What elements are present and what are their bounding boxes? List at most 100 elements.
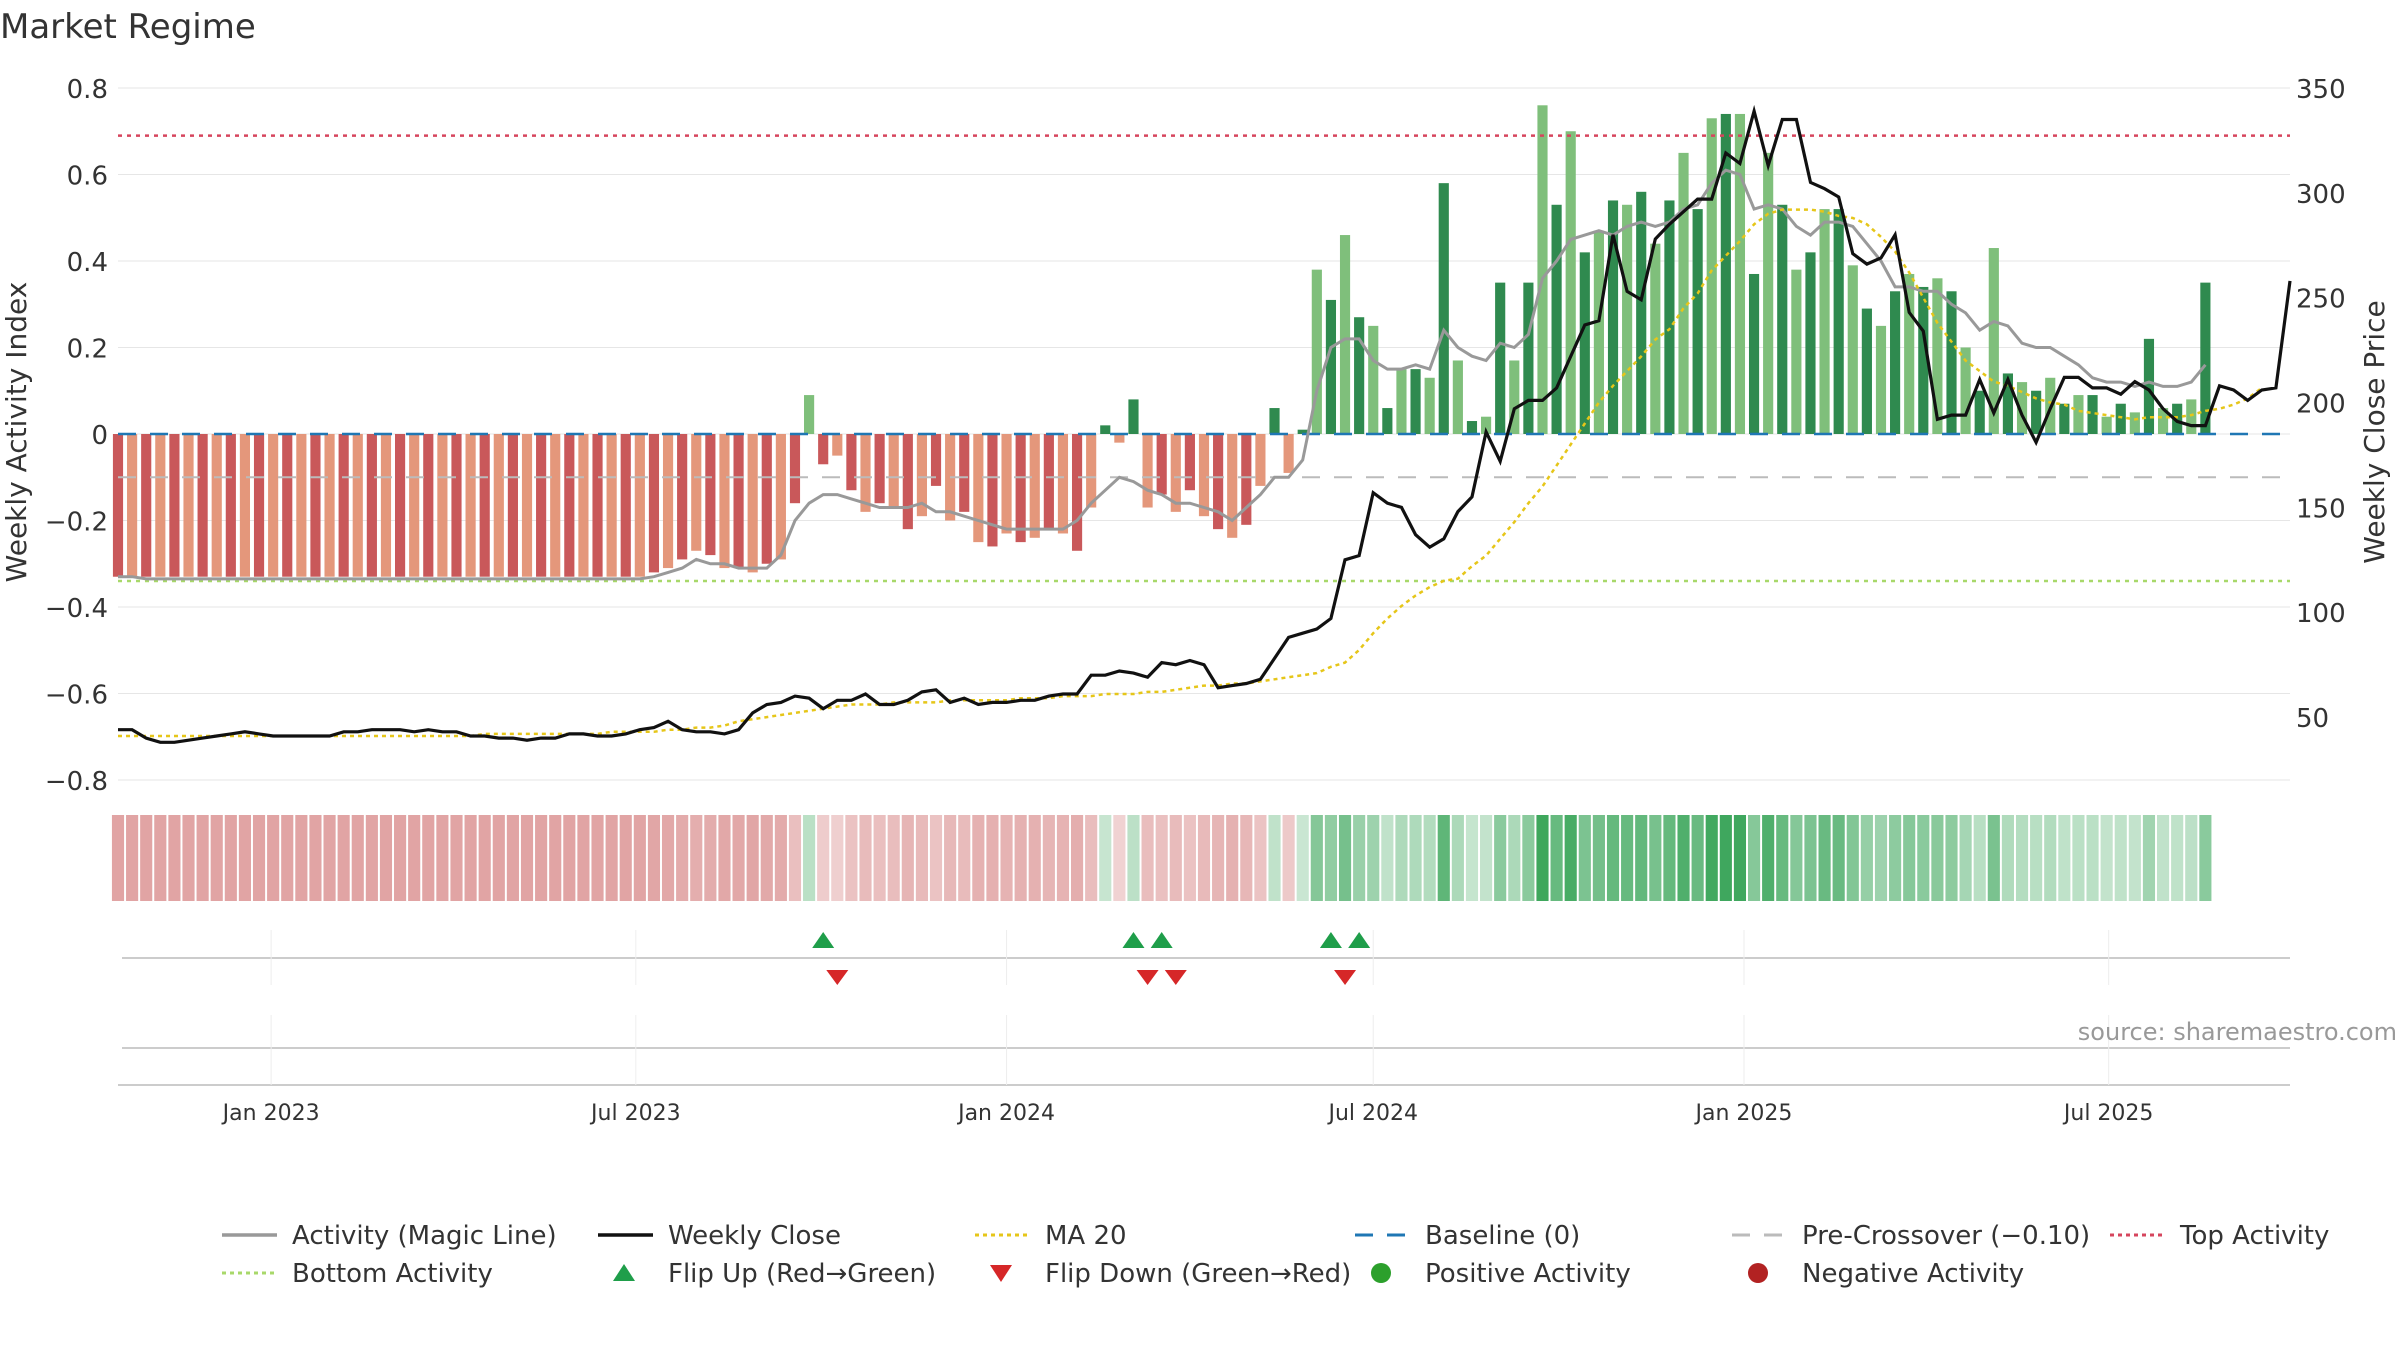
activity-bar	[1706, 118, 1717, 435]
regime-cell	[1183, 815, 1196, 901]
regime-cell	[1635, 815, 1648, 901]
regime-cell	[1522, 815, 1535, 901]
activity-bar	[1255, 434, 1266, 486]
activity-bar	[2157, 408, 2169, 434]
activity-bar	[2101, 416, 2112, 434]
activity-bar	[239, 434, 251, 577]
regime-cell	[464, 815, 477, 901]
activity-bar	[874, 434, 885, 504]
left-tick-label: −0.4	[45, 594, 108, 624]
activity-bar	[1043, 434, 1054, 530]
regime-cell	[1028, 815, 1041, 901]
regime-cell	[859, 815, 872, 901]
activity-bar	[1495, 282, 1506, 434]
regime-cell	[774, 815, 787, 901]
activity-bar	[648, 434, 660, 573]
legend-item: Flip Up (Red→Green)	[613, 1259, 936, 1289]
x-tick-label: Jan 2023	[221, 1101, 320, 1126]
regime-cell	[1226, 815, 1239, 901]
regime-cell	[1494, 815, 1507, 901]
regime-cell	[676, 815, 689, 901]
x-tick-label: Jul 2025	[2062, 1101, 2154, 1126]
regime-cell	[1592, 815, 1605, 901]
activity-bar	[1904, 273, 1915, 434]
regime-cell	[1141, 815, 1154, 901]
activity-bar	[902, 434, 913, 530]
activity-bar	[2143, 338, 2155, 434]
left-tick-label: −0.2	[45, 508, 108, 538]
activity-bar	[634, 434, 645, 577]
flip-down-marker	[826, 970, 849, 985]
right-tick-label: 250	[2296, 285, 2346, 315]
regime-cell	[182, 815, 195, 901]
regime-cell	[1719, 815, 1732, 901]
regime-cell	[845, 815, 858, 901]
activity-bar	[1636, 191, 1647, 434]
regime-cell	[1578, 815, 1591, 901]
activity-bar	[888, 434, 899, 508]
flip-up-marker	[1319, 932, 1342, 948]
legend-item: Baseline (0)	[1355, 1221, 1580, 1251]
regime-cell	[831, 815, 844, 901]
left-tick-label: 0.8	[67, 75, 108, 105]
activity-bar	[705, 434, 716, 556]
regime-cell	[1917, 815, 1930, 901]
regime-cell	[1508, 815, 1521, 901]
regime-cell	[1959, 815, 1972, 901]
activity-bar	[1720, 113, 1731, 434]
activity-bar	[366, 434, 377, 577]
regime-cell	[1818, 815, 1831, 901]
regime-cell	[351, 815, 364, 901]
flip-up-marker	[1122, 932, 1145, 948]
activity-bar	[1748, 273, 1760, 434]
regime-cell	[915, 815, 928, 901]
activity-bar	[395, 434, 406, 577]
activity-bar	[141, 434, 152, 577]
regime-cell	[506, 815, 519, 901]
regime-cell	[746, 815, 759, 901]
regime-cell	[1367, 815, 1380, 901]
regime-cell	[1085, 815, 1098, 901]
activity-bar	[282, 434, 293, 577]
legend-label: Flip Up (Red→Green)	[668, 1259, 936, 1289]
activity-bar	[1551, 204, 1562, 434]
regime-cell	[1874, 815, 1888, 901]
legend-label: Activity (Magic Line)	[292, 1221, 557, 1251]
regime-cell	[788, 815, 802, 901]
activity-bar	[507, 434, 518, 577]
regime-cell	[2044, 815, 2057, 901]
regime-cell	[154, 815, 167, 901]
regime-cell	[944, 815, 957, 901]
activity-bar	[1170, 434, 1181, 512]
legend-key-triangle-up	[613, 1264, 635, 1281]
regime-cell	[2142, 815, 2156, 901]
activity-bar	[973, 434, 984, 543]
regime-cell	[1014, 815, 1027, 901]
regime-cell	[2086, 815, 2099, 901]
activity-bar	[521, 434, 533, 577]
regime-cell	[1212, 815, 1225, 901]
regime-cell	[210, 815, 223, 901]
regime-cell	[2015, 815, 2029, 901]
activity-bar	[916, 434, 927, 517]
regime-cell	[929, 815, 943, 901]
legend-label: Positive Activity	[1425, 1259, 1631, 1289]
activity-bar	[1466, 421, 1478, 434]
left-tick-label: −0.8	[45, 767, 108, 797]
activity-bar	[1664, 200, 1675, 434]
regime-cell	[1776, 815, 1789, 901]
activity-bar	[578, 434, 589, 577]
activity-bar	[1875, 325, 1887, 434]
flip-markers-panel	[122, 930, 2290, 985]
activity-bar	[1339, 235, 1351, 434]
activity-bar	[1438, 183, 1449, 434]
regime-cell	[549, 815, 562, 901]
activity-bar	[1692, 209, 1703, 434]
regime-cell	[1621, 815, 1634, 901]
regime-cell	[690, 815, 703, 901]
activity-bar	[1029, 434, 1040, 538]
activity-bar	[747, 434, 758, 573]
activity-bar	[451, 434, 462, 577]
activity-bar	[324, 434, 335, 577]
regime-cell	[1310, 815, 1323, 901]
